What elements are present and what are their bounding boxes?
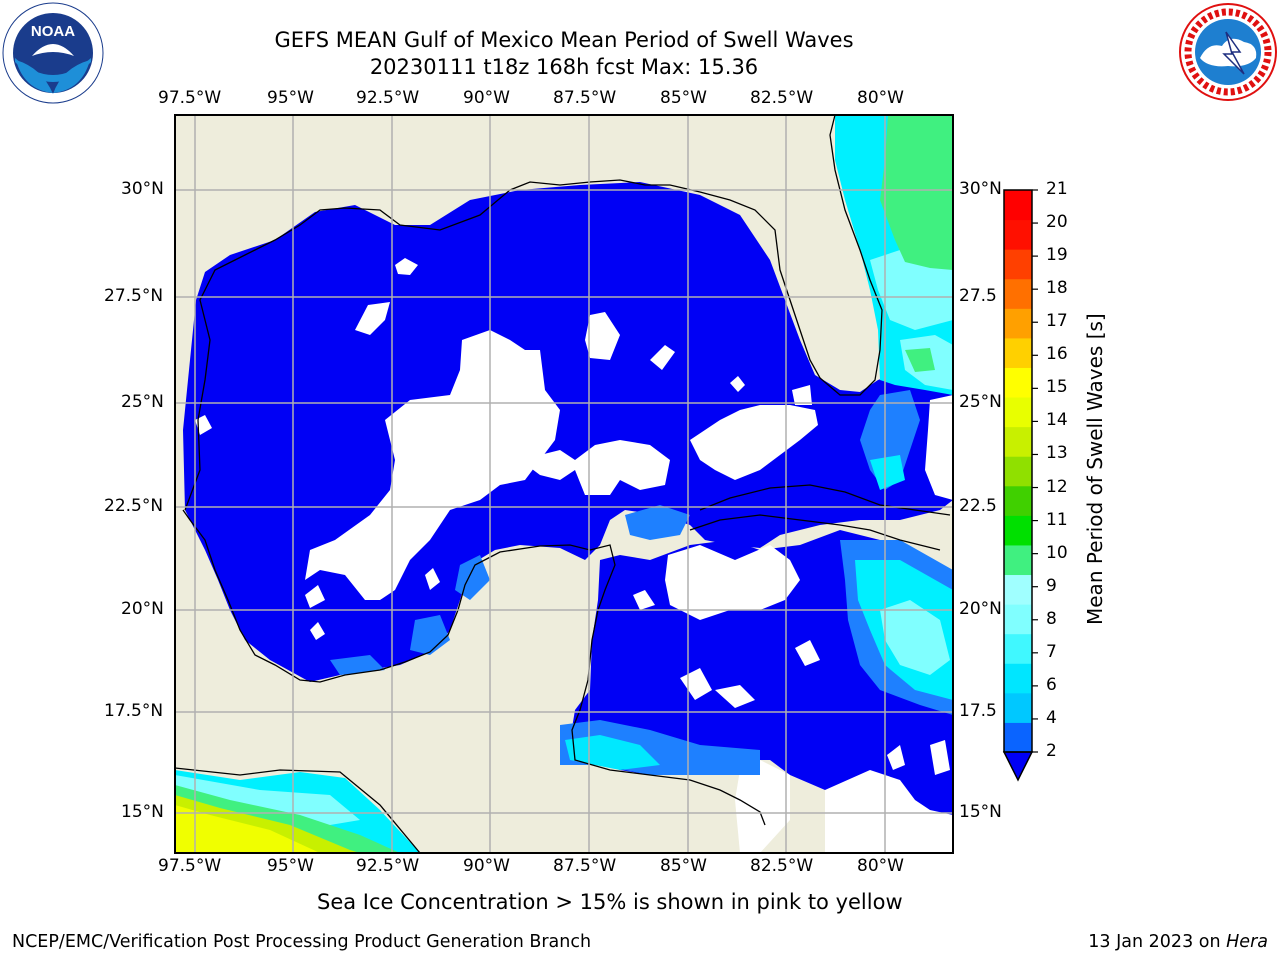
colorbar-tick-label: 11	[1046, 509, 1068, 530]
colorbar-tick-label: 8	[1046, 608, 1057, 629]
lat-label-right: 27.5	[959, 286, 997, 306]
noaa-logo-icon: NOAA	[2, 2, 104, 104]
lat-label-left: 25°N	[121, 392, 164, 412]
colorbar-segment	[1004, 308, 1032, 339]
lat-label-left: 30°N	[121, 179, 164, 199]
sea-ice-note: Sea Ice Concentration > 15% is shown in …	[317, 890, 903, 914]
lat-label-left: 20°N	[121, 599, 164, 619]
colorbar-tick-label: 13	[1046, 443, 1068, 464]
colorbar-segment	[1004, 544, 1032, 576]
colorbar-segment	[1004, 663, 1032, 694]
colorbar-tick-label: 20	[1046, 212, 1068, 233]
colorbar-tick-label: 14	[1046, 410, 1068, 431]
colorbar-tick-label: 17	[1046, 311, 1068, 332]
lat-label-right: 30°N	[959, 179, 1002, 199]
colorbar-tick-label: 2	[1046, 741, 1057, 761]
colorbar-tick-label: 7	[1046, 641, 1057, 662]
lon-label-bottom: 85°W	[660, 856, 707, 876]
colorbar-tick-label: 12	[1046, 476, 1068, 497]
colorbar-tick-label: 15	[1046, 377, 1068, 398]
colorbar-segment	[1004, 190, 1032, 221]
colorbar-tick-label: 4	[1046, 707, 1057, 728]
lat-label-right: 25°N	[959, 392, 1002, 412]
colorbar-segment	[1004, 604, 1032, 635]
lat-label-right: 20°N	[959, 599, 1002, 619]
colorbar-segment	[1004, 692, 1032, 723]
lat-label-left: 27.5°N	[104, 286, 164, 306]
colorbar-segment	[1004, 337, 1032, 368]
lat-label-left: 17.5°N	[104, 701, 164, 721]
lon-label-top: 95°W	[267, 88, 314, 108]
lon-label-bottom: 95°W	[267, 856, 314, 876]
lat-label-right: 17.5	[959, 701, 997, 721]
lat-label-left: 15°N	[121, 802, 164, 822]
lat-label-right: 22.5	[959, 496, 997, 516]
colorbar-segment	[1004, 574, 1032, 605]
colorbar-segment	[1004, 485, 1032, 516]
colorbar	[1002, 189, 1038, 782]
colorbar-segment	[1004, 397, 1032, 428]
lon-label-top: 80°W	[857, 88, 904, 108]
colorbar-label: Mean Period of Swell Waves [s]	[1083, 313, 1107, 625]
map-subtitle: 20230111 t18z 168h fcst Max: 15.36	[369, 55, 759, 79]
nodata-patch	[305, 330, 560, 600]
lon-label-top: 82.5°W	[750, 88, 814, 108]
lon-label-top: 87.5°W	[553, 88, 617, 108]
colorbar-tick-label: 18	[1046, 278, 1068, 299]
map-title: GEFS MEAN Gulf of Mexico Mean Period of …	[274, 28, 854, 52]
nws-logo-icon	[1178, 2, 1278, 102]
colorbar-tick-label: 19	[1046, 245, 1068, 266]
colorbar-frame	[1003, 189, 1033, 753]
lon-label-bottom: 97.5°W	[158, 856, 222, 876]
lon-label-bottom: 87.5°W	[553, 856, 617, 876]
footer-host: Hera	[1226, 932, 1268, 952]
footer-date: 13 Jan 2023 on Hera	[1088, 932, 1268, 952]
lon-label-top: 97.5°W	[158, 88, 222, 108]
colorbar-segment	[1004, 367, 1032, 398]
colorbar-segment	[1004, 249, 1032, 280]
colorbar-segment	[1004, 278, 1032, 309]
colorbar-tick-label: 9	[1046, 575, 1057, 596]
coastline	[175, 115, 951, 853]
colorbar-tick-label: 10	[1046, 542, 1068, 563]
colorbar-segment	[1004, 219, 1032, 250]
lon-label-top: 92.5°W	[356, 88, 420, 108]
colorbar-segment	[1004, 722, 1032, 753]
colorbar-extend-arrow	[1002, 751, 1034, 782]
lat-label-right: 15°N	[959, 802, 1002, 822]
footer-credit: NCEP/EMC/Verification Post Processing Pr…	[12, 932, 592, 952]
colorbar-segment	[1004, 426, 1032, 457]
lon-label-bottom: 92.5°W	[356, 856, 420, 876]
lon-label-top: 90°W	[463, 88, 510, 108]
lon-label-bottom: 80°W	[857, 856, 904, 876]
map-gridlines	[175, 115, 953, 853]
colorbar-tick-label: 16	[1046, 344, 1068, 365]
colorbar-segment	[1004, 633, 1032, 664]
lon-label-top: 85°W	[660, 88, 707, 108]
lon-label-bottom: 82.5°W	[750, 856, 814, 876]
lat-label-left: 22.5°N	[104, 496, 164, 516]
colorbar-segment	[1004, 515, 1032, 546]
colorbar-tick-label: 6	[1046, 674, 1057, 695]
noaa-logo-text: NOAA	[31, 23, 75, 40]
map-frame	[174, 114, 954, 854]
colorbar-tick-label: 21	[1046, 179, 1068, 199]
lon-label-bottom: 90°W	[463, 856, 510, 876]
footer-date-text: 13 Jan 2023 on	[1088, 932, 1227, 952]
colorbar-segment	[1004, 456, 1032, 487]
